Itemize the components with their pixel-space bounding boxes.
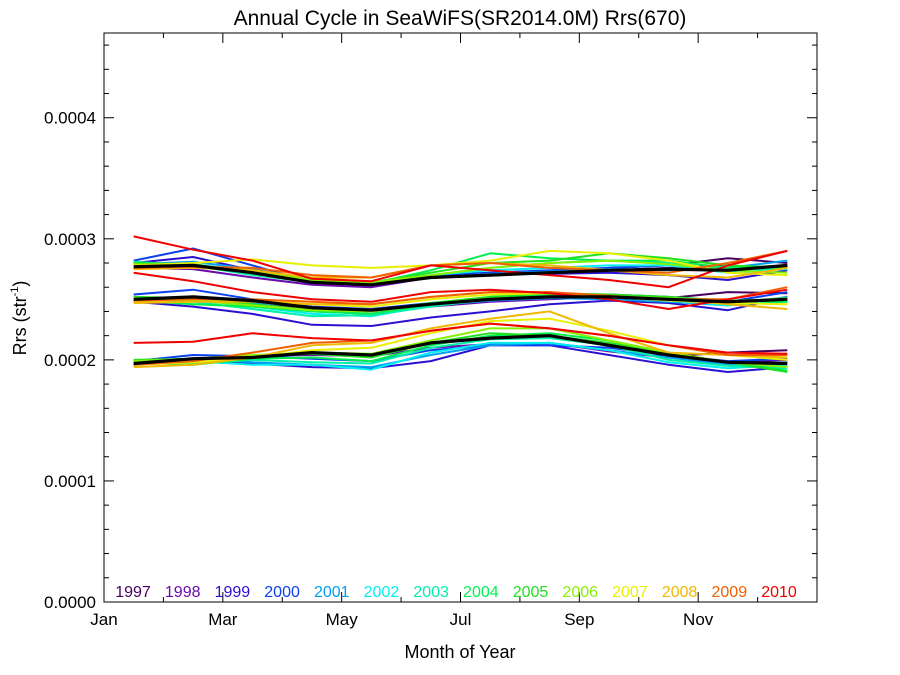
x-tick-label: May (326, 610, 359, 629)
series-line-1999-mid (133, 295, 788, 327)
legend-item-2001: 2001 (314, 584, 350, 601)
y-axis-label-close: ) (10, 281, 30, 287)
x-tick-label: Jan (90, 610, 117, 629)
x-tick-label: Jul (450, 610, 472, 629)
y-axis-label-main: Rrs (str (10, 296, 30, 355)
legend-item-2009: 2009 (712, 584, 748, 601)
climatology-line-upper (133, 263, 788, 287)
legend-item-1997: 1997 (115, 584, 151, 601)
series-line-2010-upper (133, 235, 788, 289)
y-axis-label: Rrs (str-1) (9, 281, 30, 356)
y-tick-label: 0.0001 (44, 472, 96, 491)
x-axis: Jan Mar May Jul Sep Nov (90, 33, 759, 629)
series-line-2010-lower (133, 322, 788, 355)
y-tick-label: 0.0002 (44, 351, 96, 370)
legend: 1997 1998 1999 2000 2001 2002 2003 2004 2005 2006… (115, 584, 797, 601)
legend-item-2007: 2007 (612, 584, 648, 601)
legend-item-2003: 2003 (413, 584, 449, 601)
series-line-2001-lower (133, 341, 788, 369)
climatology-line-mid (133, 295, 788, 312)
x-tick-label: Nov (683, 610, 714, 629)
legend-item-1999: 1999 (215, 584, 251, 601)
legend-item-2010: 2010 (761, 584, 797, 601)
series-line-2009-upper (133, 249, 788, 279)
chart-title: Annual Cycle in SeaWiFS(SR2014.0M) Rrs(6… (234, 7, 687, 30)
x-tick-label: Mar (208, 610, 238, 629)
legend-item-2002: 2002 (364, 584, 400, 601)
y-tick-label: 0.0004 (44, 109, 96, 128)
legend-item-2005: 2005 (513, 584, 549, 601)
legend-item-2006: 2006 (562, 584, 598, 601)
y-tick-label: 0.0000 (44, 593, 96, 612)
series-line-2005-mid (133, 292, 788, 313)
series-line-2007-upper (133, 249, 788, 277)
y-tick-label: 0.0003 (44, 230, 96, 249)
legend-item-2000: 2000 (264, 584, 300, 601)
series-line-2010-mid (133, 271, 788, 310)
climatology-layer (133, 263, 788, 366)
series-line-2006-lower (133, 327, 788, 369)
legend-item-1998: 1998 (165, 584, 201, 601)
series-line-2002-lower (133, 341, 788, 371)
legend-item-2008: 2008 (662, 584, 698, 601)
x-tick-label: Sep (564, 610, 594, 629)
plot-frame (103, 32, 818, 603)
y-axis-label-superscript: -1 (9, 287, 21, 297)
climatology-line-lower (133, 334, 788, 366)
legend-item-2004: 2004 (463, 584, 499, 601)
series-layer (133, 235, 788, 373)
y-axis: 0.0000 0.0001 0.0002 0.0003 0.0004 (44, 44, 817, 612)
x-axis-label: Month of Year (404, 642, 515, 662)
